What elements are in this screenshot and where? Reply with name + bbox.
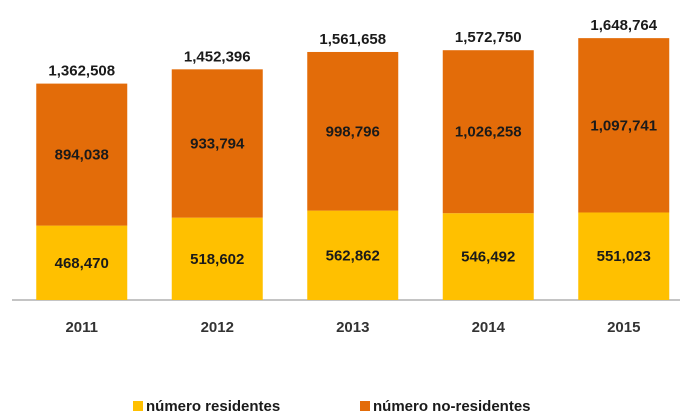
bar-segment <box>171 217 263 300</box>
x-tick-label: 2015 <box>607 319 640 336</box>
total-label: 1,648,764 <box>590 17 657 34</box>
x-tick-label: 2013 <box>336 319 369 336</box>
value-label: 562,862 <box>326 247 380 264</box>
legend-label: número no-residentes <box>373 398 531 415</box>
value-label: 1,097,741 <box>590 117 657 134</box>
value-label: 546,492 <box>461 249 515 266</box>
bar-segment <box>442 213 534 300</box>
bar-segment <box>307 210 399 300</box>
total-label: 1,452,396 <box>184 48 251 65</box>
value-label: 551,023 <box>597 248 651 265</box>
legend-swatch <box>360 401 370 411</box>
bar-segment <box>442 50 534 214</box>
legend-label: número residentes <box>146 398 280 415</box>
bar-segment <box>36 225 128 300</box>
total-label: 1,572,750 <box>455 29 522 46</box>
legend-swatch <box>133 401 143 411</box>
value-label: 998,796 <box>326 123 380 140</box>
bar-segment <box>307 51 399 211</box>
x-tick-label: 2014 <box>472 319 506 336</box>
value-label: 933,794 <box>190 135 245 152</box>
value-label: 1,026,258 <box>455 124 522 141</box>
x-tick-label: 2012 <box>201 319 234 336</box>
x-tick-label: 2011 <box>65 319 98 336</box>
bar-segment <box>171 69 263 218</box>
total-label: 1,561,658 <box>319 31 386 48</box>
value-label: 468,470 <box>55 255 109 272</box>
bar-segment <box>578 212 670 300</box>
total-label: 1,362,508 <box>48 63 115 80</box>
bar-segment <box>578 38 670 213</box>
value-label: 894,038 <box>55 147 109 164</box>
value-label: 518,602 <box>190 251 244 268</box>
bar-segment <box>36 83 128 226</box>
